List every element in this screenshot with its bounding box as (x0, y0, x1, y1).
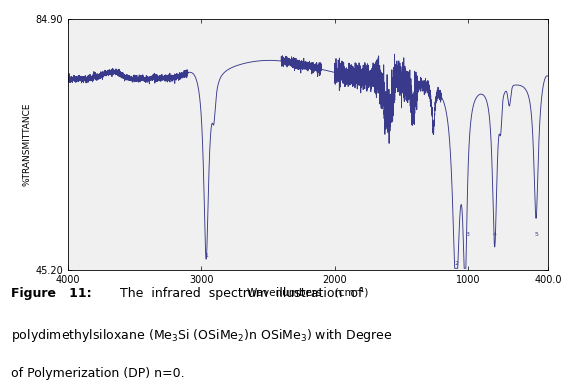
X-axis label: Wavenumbers    (cm⁻¹): Wavenumbers (cm⁻¹) (247, 288, 368, 298)
Text: 2: 2 (454, 261, 458, 266)
Text: Figure   11:: Figure 11: (11, 286, 92, 300)
Text: polydimethylsiloxane (Me$_3$Si (OSiMe$_2$)n OSiMe$_3$) with Degree: polydimethylsiloxane (Me$_3$Si (OSiMe$_2… (11, 327, 393, 344)
Y-axis label: %TRANSMITTANCE: %TRANSMITTANCE (22, 103, 31, 186)
Text: 4: 4 (493, 232, 497, 237)
Text: 1: 1 (204, 252, 208, 257)
Text: of Polymerization (DP) n=0.: of Polymerization (DP) n=0. (11, 367, 185, 379)
Text: The  infrared  spectrum  illustration  of: The infrared spectrum illustration of (112, 286, 362, 300)
Text: 3: 3 (466, 232, 470, 237)
Text: 5: 5 (534, 232, 538, 237)
